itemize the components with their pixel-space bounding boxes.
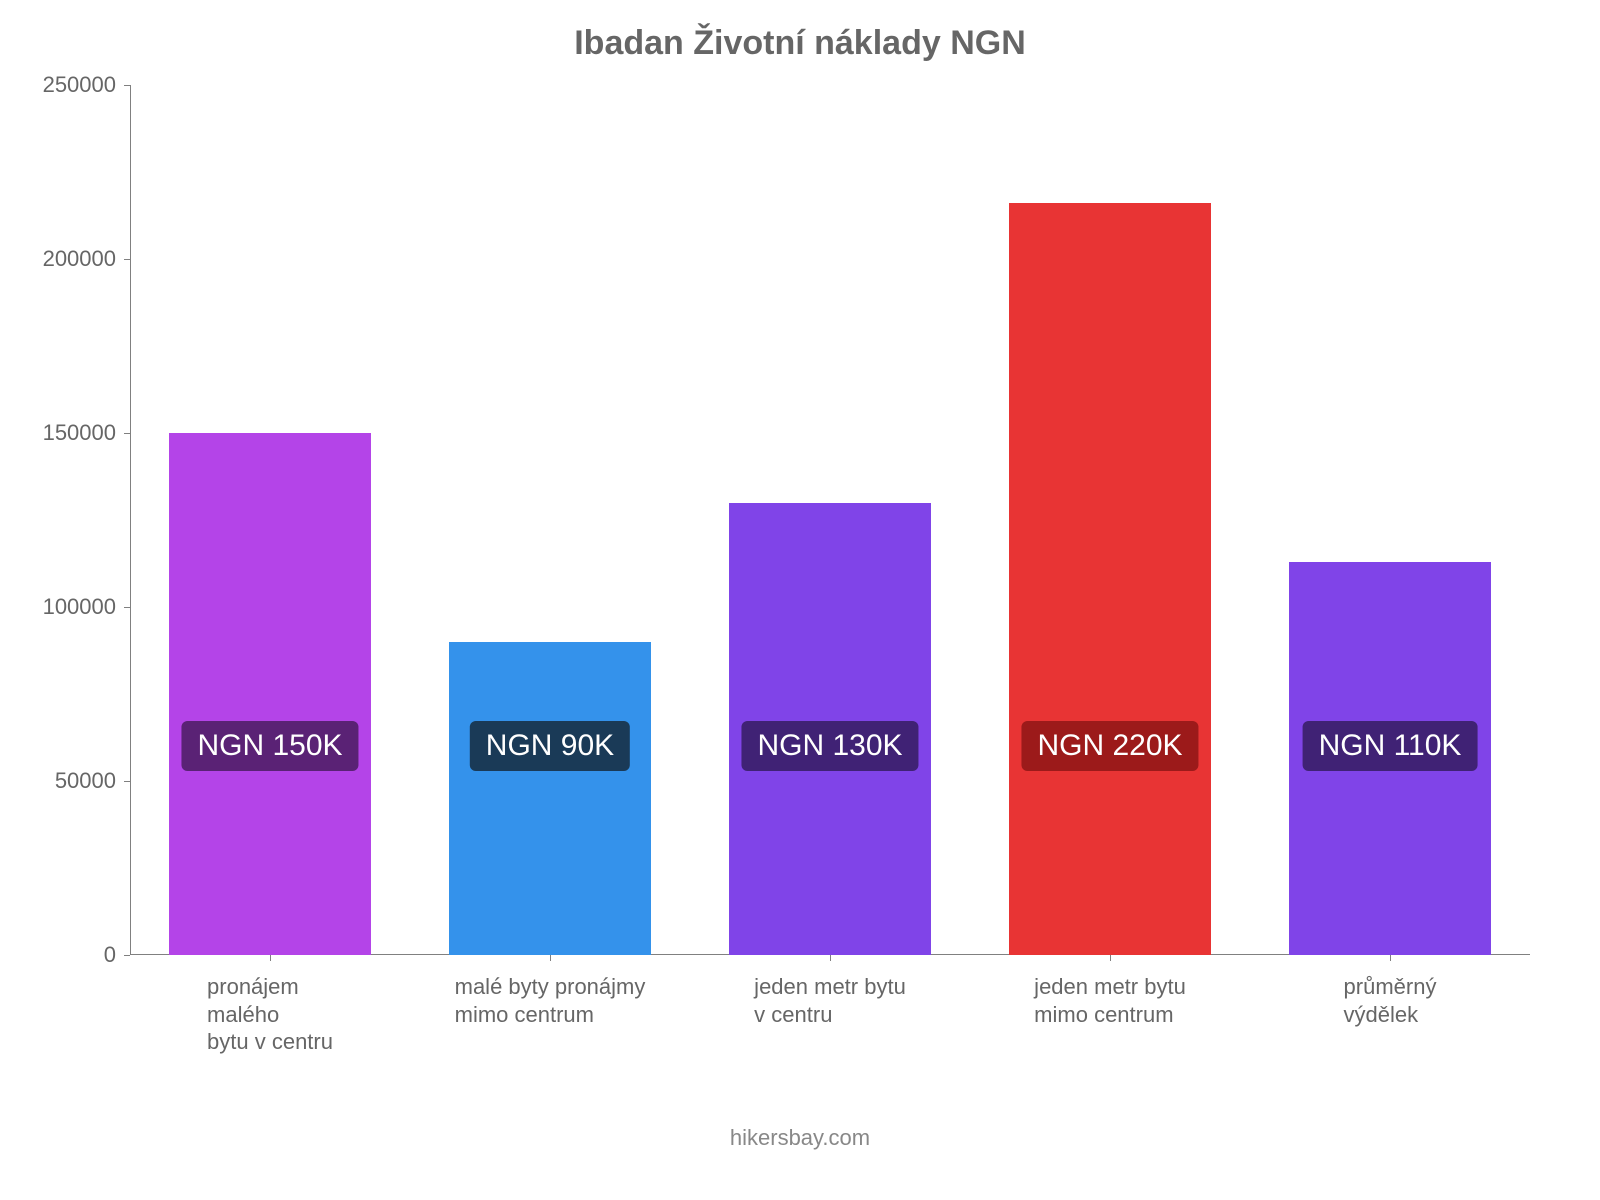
bar: [169, 433, 371, 955]
value-badge: NGN 130K: [741, 721, 918, 771]
plot-area: 050000100000150000200000250000NGN 150Kpr…: [130, 85, 1530, 955]
y-tick-mark: [124, 433, 130, 434]
x-tick-label: pronájem malého bytu v centru: [207, 973, 333, 1056]
value-badge: NGN 150K: [181, 721, 358, 771]
y-tick-label: 0: [6, 942, 116, 968]
chart-container: Ibadan Životní náklady NGN 0500001000001…: [0, 0, 1600, 1200]
y-tick-mark: [124, 85, 130, 86]
y-tick-label: 100000: [6, 594, 116, 620]
y-tick-label: 250000: [6, 72, 116, 98]
y-tick-mark: [124, 955, 130, 956]
x-tick-mark: [550, 955, 551, 961]
chart-footer: hikersbay.com: [0, 1125, 1600, 1151]
value-badge: NGN 90K: [470, 721, 630, 771]
y-axis-line: [130, 85, 131, 955]
x-tick-mark: [1110, 955, 1111, 961]
chart-title: Ibadan Životní náklady NGN: [0, 24, 1600, 63]
value-badge: NGN 220K: [1021, 721, 1198, 771]
x-tick-label: průměrný výdělek: [1344, 973, 1437, 1028]
x-tick-mark: [1390, 955, 1391, 961]
y-tick-mark: [124, 781, 130, 782]
x-tick-label: jeden metr bytu mimo centrum: [1034, 973, 1186, 1028]
bar: [449, 642, 651, 955]
x-tick-label: malé byty pronájmy mimo centrum: [455, 973, 646, 1028]
bar: [1009, 203, 1211, 955]
y-tick-label: 200000: [6, 246, 116, 272]
y-tick-mark: [124, 607, 130, 608]
y-tick-mark: [124, 259, 130, 260]
x-tick-mark: [830, 955, 831, 961]
y-tick-label: 150000: [6, 420, 116, 446]
value-badge: NGN 110K: [1303, 721, 1478, 771]
y-tick-label: 50000: [6, 768, 116, 794]
x-tick-label: jeden metr bytu v centru: [754, 973, 906, 1028]
x-tick-mark: [270, 955, 271, 961]
